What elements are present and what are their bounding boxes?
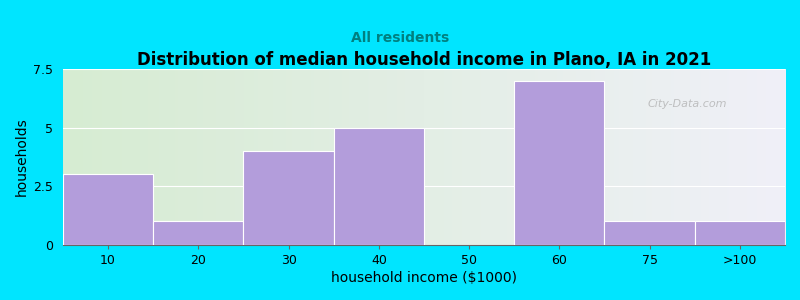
Bar	[153, 221, 243, 245]
Bar	[63, 175, 153, 245]
Title: Distribution of median household income in Plano, IA in 2021: Distribution of median household income …	[137, 51, 711, 69]
Bar	[605, 221, 694, 245]
Text: All residents: All residents	[351, 32, 449, 46]
Bar	[694, 221, 785, 245]
Bar	[514, 81, 605, 245]
Y-axis label: households: households	[15, 118, 29, 196]
Text: City-Data.com: City-Data.com	[648, 99, 727, 109]
Bar	[334, 128, 424, 245]
X-axis label: household income ($1000): household income ($1000)	[331, 271, 517, 285]
Bar	[243, 151, 334, 245]
